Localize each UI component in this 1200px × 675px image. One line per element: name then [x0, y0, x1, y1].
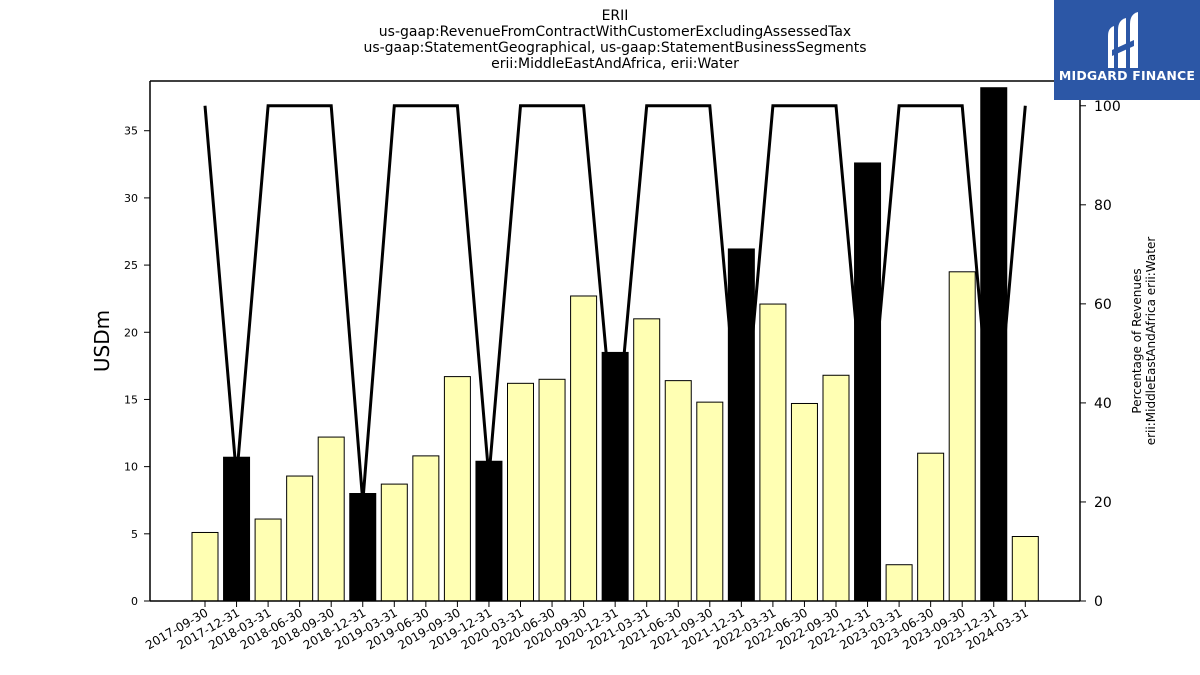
y2-tick-label: 100	[1094, 99, 1121, 115]
bar	[664, 380, 692, 602]
chart-title: ERIIus-gaap:RevenueFromContractWithCusto…	[363, 8, 866, 72]
brand-logo: MIDGARD FINANCE	[1054, 0, 1200, 100]
logo-mark-icon	[1108, 12, 1138, 68]
bar	[980, 87, 1008, 602]
y2-tick-label: 80	[1094, 198, 1112, 214]
bar	[507, 382, 534, 602]
title-line: us-gaap:RevenueFromContractWithCustomerE…	[379, 24, 851, 40]
title-line: ERII	[602, 8, 629, 24]
y2-tick-label: 60	[1094, 297, 1112, 313]
logo-text: MIDGARD FINANCE	[1058, 68, 1196, 83]
bar	[412, 455, 440, 602]
bar	[790, 402, 818, 602]
bar	[286, 475, 314, 602]
bar	[917, 452, 945, 602]
bar	[223, 456, 251, 602]
percentage-line-series	[203, 104, 1027, 503]
y2-axis-label-line: erii:MiddleEastAndAfrica erii:Water	[1144, 237, 1158, 446]
bar	[254, 518, 282, 602]
bar	[633, 318, 661, 602]
bar-series	[191, 87, 1039, 602]
bar	[349, 493, 377, 602]
bar	[854, 162, 882, 602]
y-tick-label: 30	[124, 192, 138, 205]
y-tick-label: 5	[131, 528, 138, 541]
bar	[601, 351, 629, 602]
bar	[822, 374, 850, 602]
y2-axis-label: Percentage of Revenues erii:MiddleEastAnd…	[1130, 237, 1158, 446]
y2-tick-label: 0	[1094, 594, 1103, 610]
bar	[475, 460, 503, 602]
y-tick-label: 20	[124, 326, 138, 339]
bar	[538, 378, 566, 602]
percentage-line	[203, 104, 1027, 503]
bar	[948, 271, 976, 602]
y-axis-label: USDm	[90, 310, 114, 372]
bar	[317, 436, 345, 602]
bar	[380, 483, 408, 602]
y-tick-label: 15	[124, 393, 138, 406]
bar	[191, 531, 219, 602]
bar	[1011, 536, 1039, 602]
bar	[443, 376, 471, 602]
y-tick-label: 25	[124, 259, 138, 272]
bar	[570, 295, 598, 602]
title-line: erii:MiddleEastAndAfrica, erii:Water	[491, 56, 739, 72]
y-tick-label: 0	[131, 595, 138, 608]
y-tick-label: 10	[124, 461, 138, 474]
bar	[727, 248, 755, 602]
title-line: us-gaap:StatementGeographical, us-gaap:S…	[363, 40, 866, 56]
bar	[759, 303, 787, 602]
bar	[885, 564, 913, 602]
y2-tick-label: 40	[1094, 396, 1112, 412]
y2-tick-label: 20	[1094, 495, 1112, 511]
y-tick-label: 35	[124, 125, 138, 138]
y2-axis-label-line: Percentage of Revenues	[1130, 268, 1144, 413]
bar	[696, 401, 724, 602]
